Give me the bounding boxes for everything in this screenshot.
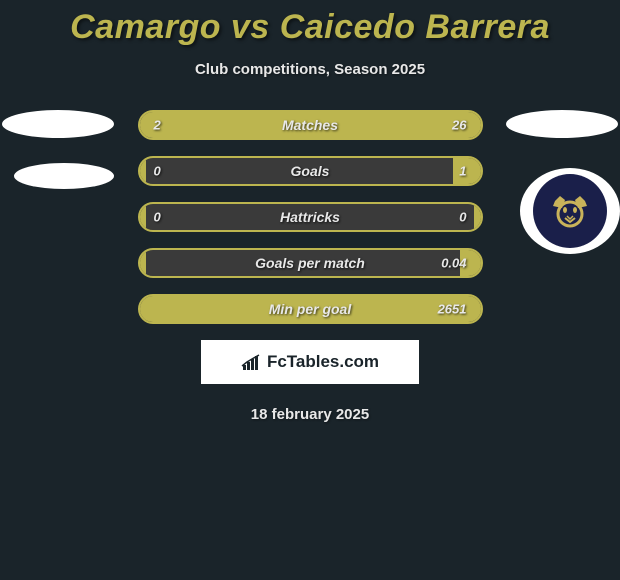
stat-label: Goals <box>291 163 330 179</box>
bar-left-fill <box>140 204 147 230</box>
stat-left-value: 0 <box>154 210 161 225</box>
stat-right-value: 0.04 <box>441 256 466 271</box>
stat-row-hattricks: 0 Hattricks 0 <box>138 202 483 232</box>
stat-row-min-per-goal: Min per goal 2651 <box>138 294 483 324</box>
stat-row-matches: 2 Matches 26 <box>138 110 483 140</box>
player-right-team-badge <box>520 168 620 254</box>
bar-left-fill <box>140 250 147 276</box>
bar-right-fill <box>453 158 480 184</box>
subtitle: Club competitions, Season 2025 <box>0 61 620 78</box>
player-left-logo-placeholder-1 <box>2 110 114 138</box>
date-label: 18 february 2025 <box>10 406 610 423</box>
bar-right-fill <box>474 204 481 230</box>
stat-label: Goals per match <box>255 255 365 271</box>
stat-right-value: 1 <box>459 164 466 179</box>
stat-right-value: 0 <box>459 210 466 225</box>
brand-text: FcTables.com <box>267 352 379 372</box>
bar-left-fill <box>140 158 147 184</box>
stat-label: Hattricks <box>280 209 340 225</box>
stat-row-goals-per-match: Goals per match 0.04 <box>138 248 483 278</box>
stat-row-goals: 0 Goals 1 <box>138 156 483 186</box>
stat-right-value: 26 <box>452 118 466 133</box>
stat-label: Matches <box>282 117 338 133</box>
stat-label: Min per goal <box>269 301 351 317</box>
badge-circle <box>533 174 607 248</box>
player-right-logo-placeholder-1 <box>506 110 618 138</box>
comparison-infographic: Camargo vs Caicedo Barrera Club competit… <box>0 0 620 423</box>
page-title: Camargo vs Caicedo Barrera <box>0 0 620 47</box>
brand-attribution[interactable]: FcTables.com <box>201 340 419 384</box>
stat-left-value: 2 <box>154 118 161 133</box>
stat-left-value: 0 <box>154 164 161 179</box>
player-left-logo-placeholder-2 <box>14 163 114 189</box>
bar-left-fill <box>140 112 191 138</box>
stats-bars: 2 Matches 26 0 Goals 1 0 Hattricks 0 <box>138 110 483 324</box>
stats-area: 2 Matches 26 0 Goals 1 0 Hattricks 0 <box>0 110 620 423</box>
pumas-logo-icon <box>545 186 595 236</box>
bar-chart-icon <box>241 353 263 371</box>
stat-right-value: 2651 <box>438 302 467 317</box>
bar-left-fill <box>140 296 147 322</box>
